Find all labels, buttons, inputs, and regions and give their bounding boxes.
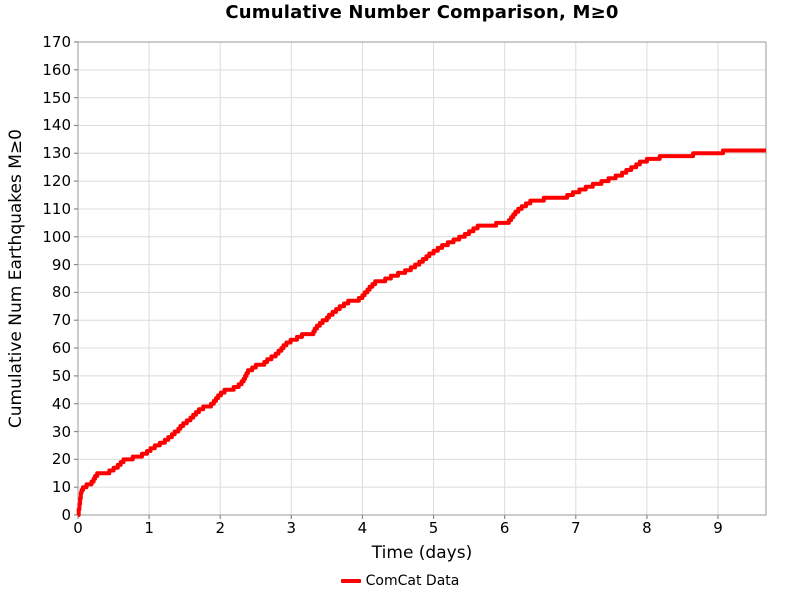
x-tick-label: 0 — [73, 519, 83, 537]
y-tick-label: 110 — [42, 199, 71, 218]
y-tick-label: 90 — [51, 255, 71, 274]
y-tick-label: 20 — [51, 450, 71, 469]
y-tick-label: 140 — [42, 116, 71, 135]
y-tick-label: 100 — [42, 227, 71, 246]
y-axis-label-wrap: Cumulative Num Earthquakes M≥0 — [4, 42, 28, 515]
x-tick-label: 3 — [286, 519, 297, 537]
y-tick-label: 160 — [42, 60, 71, 79]
y-tick-label: 70 — [51, 311, 71, 330]
y-tick-label: 50 — [51, 366, 71, 385]
y-tick-label: 60 — [51, 339, 71, 358]
y-tick-label: 10 — [51, 478, 71, 497]
legend-label: ComCat Data — [365, 573, 460, 589]
y-tick-label: 40 — [51, 394, 71, 413]
plot-border — [77, 41, 767, 516]
y-tick-label: 80 — [51, 283, 71, 302]
x-tick-label: 4 — [357, 519, 368, 537]
y-tick-label: 0 — [61, 506, 71, 524]
chart-title: Cumulative Number Comparison, M≥0 — [225, 2, 619, 23]
axis-ticks — [74, 41, 719, 519]
y-tick-label: 30 — [51, 422, 71, 441]
x-tick-label: 6 — [499, 519, 510, 537]
x-tick-label: 2 — [215, 519, 225, 537]
legend: ComCat Data — [0, 573, 800, 589]
x-axis-label: Time (days) — [371, 543, 473, 563]
legend-line-swatch — [340, 579, 361, 583]
y-tick-label: 170 — [42, 33, 71, 51]
series-line-comcat-data — [76, 148, 766, 517]
gridlines — [77, 41, 766, 516]
y-tick-label: 150 — [42, 88, 71, 107]
x-tick-label: 9 — [713, 519, 723, 537]
x-tick-label: 7 — [570, 519, 581, 537]
y-tick-label: 120 — [42, 172, 71, 191]
x-tick-label: 1 — [144, 519, 154, 537]
x-tick-label: 8 — [642, 519, 652, 537]
y-tick-label: 130 — [42, 144, 71, 163]
x-tick-label: 5 — [428, 519, 439, 537]
y-axis-label: Cumulative Num Earthquakes M≥0 — [6, 128, 26, 429]
